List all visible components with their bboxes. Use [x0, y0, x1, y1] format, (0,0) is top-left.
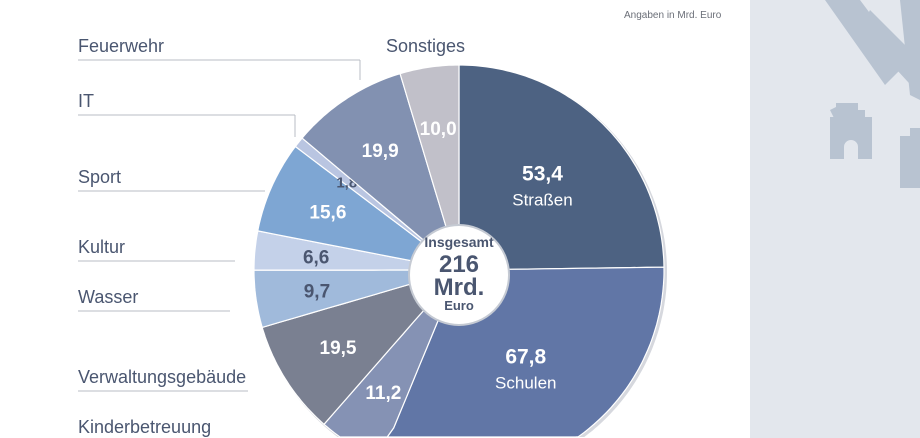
category-label: Kinderbetreuung — [78, 417, 211, 437]
pie-slice-9 — [399, 64, 460, 271]
pie-chart: 53,4 Straßen 67,8 Schulen 11,2 Kinderbetreuun… — [78, 36, 667, 438]
category-label: IT — [78, 91, 94, 111]
slice-value-label: 19,9 — [362, 141, 399, 162]
units-note: Angaben in Mrd. Euro — [624, 10, 722, 21]
center-total-text: Euro — [444, 298, 474, 313]
category-label: Wasser — [78, 287, 138, 307]
center-total-circle — [408, 224, 510, 326]
slice-value-label: 10,0 — [420, 119, 457, 140]
center-total-text: Insgesamt — [424, 234, 494, 250]
center-total-text: Mrd. — [434, 274, 485, 301]
category-label: Sonstiges — [386, 36, 465, 56]
emblem-panel — [750, 0, 920, 438]
slice-value-label: 11,2 — [365, 383, 401, 404]
category-label: Feuerwehr — [78, 36, 164, 56]
slice-name-label: Schulen — [495, 373, 556, 392]
center-total-text: 216 — [439, 251, 479, 278]
slice-value-label: 53,4 — [522, 162, 563, 185]
category-label: Kultur — [78, 237, 125, 257]
pie-slice-0 — [458, 64, 665, 271]
category-label: Verwaltungsgebäude — [78, 367, 246, 387]
slice-value-label: 67,8 — [505, 345, 546, 368]
slice-value-label: 15,6 — [309, 203, 346, 224]
slice-value-label: 19,5 — [320, 338, 357, 359]
category-label: Sport — [78, 167, 121, 187]
slice-value-label: 9,7 — [304, 281, 330, 302]
eagle-emblem-icon — [825, 0, 920, 188]
slice-value-label: 6,6 — [303, 247, 329, 268]
slice-name-label: Straßen — [512, 190, 572, 209]
